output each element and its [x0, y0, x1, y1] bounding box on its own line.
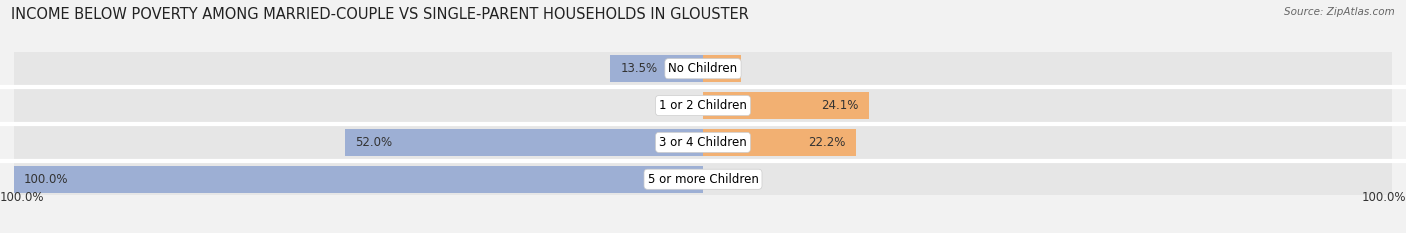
- Text: 1 or 2 Children: 1 or 2 Children: [659, 99, 747, 112]
- Text: No Children: No Children: [668, 62, 738, 75]
- Text: 0.0%: 0.0%: [713, 173, 742, 186]
- Bar: [14, 163, 1392, 195]
- Text: 5.5%: 5.5%: [702, 62, 731, 75]
- Bar: [703, 129, 856, 156]
- Text: 100.0%: 100.0%: [24, 173, 69, 186]
- Text: INCOME BELOW POVERTY AMONG MARRIED-COUPLE VS SINGLE-PARENT HOUSEHOLDS IN GLOUSTE: INCOME BELOW POVERTY AMONG MARRIED-COUPL…: [11, 7, 749, 22]
- Text: 3 or 4 Children: 3 or 4 Children: [659, 136, 747, 149]
- Text: 13.5%: 13.5%: [620, 62, 658, 75]
- Text: 5 or more Children: 5 or more Children: [648, 173, 758, 186]
- Bar: [703, 92, 869, 119]
- Bar: [14, 89, 1392, 122]
- Text: 22.2%: 22.2%: [808, 136, 845, 149]
- Bar: [14, 166, 703, 192]
- Bar: [703, 55, 741, 82]
- Bar: [610, 55, 703, 82]
- Text: Source: ZipAtlas.com: Source: ZipAtlas.com: [1284, 7, 1395, 17]
- Bar: [14, 126, 1392, 159]
- Text: 100.0%: 100.0%: [1361, 191, 1406, 204]
- Text: 0.0%: 0.0%: [664, 99, 693, 112]
- Text: 52.0%: 52.0%: [354, 136, 392, 149]
- Bar: [14, 52, 1392, 85]
- Bar: [344, 129, 703, 156]
- Text: 100.0%: 100.0%: [0, 191, 45, 204]
- Text: 24.1%: 24.1%: [821, 99, 859, 112]
